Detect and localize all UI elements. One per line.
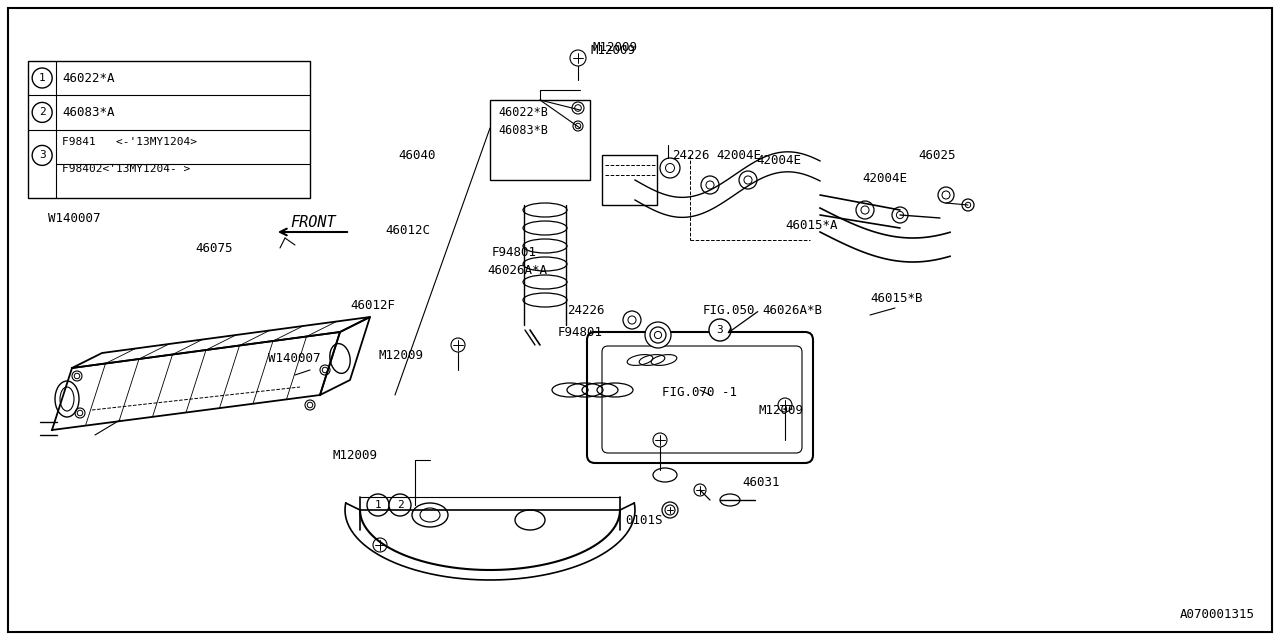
Text: 42004E: 42004E bbox=[756, 154, 801, 166]
Text: FRONT: FRONT bbox=[291, 214, 335, 230]
Circle shape bbox=[77, 410, 83, 416]
Text: 24226: 24226 bbox=[567, 303, 604, 317]
Text: 42004E: 42004E bbox=[861, 172, 908, 184]
Circle shape bbox=[654, 332, 662, 339]
Text: 46015*A: 46015*A bbox=[785, 218, 837, 232]
Circle shape bbox=[666, 505, 675, 515]
Text: 46031: 46031 bbox=[742, 476, 780, 488]
Circle shape bbox=[938, 187, 954, 203]
Text: FIG.070 -1: FIG.070 -1 bbox=[662, 385, 737, 399]
Circle shape bbox=[572, 102, 584, 114]
Circle shape bbox=[575, 105, 581, 111]
Circle shape bbox=[32, 102, 52, 122]
Text: F98402<'13MY1204- >: F98402<'13MY1204- > bbox=[63, 164, 191, 174]
Circle shape bbox=[372, 538, 387, 552]
Circle shape bbox=[856, 201, 874, 219]
Circle shape bbox=[694, 484, 707, 496]
Text: M12009: M12009 bbox=[593, 40, 637, 54]
Circle shape bbox=[623, 311, 641, 329]
Text: 3: 3 bbox=[717, 325, 723, 335]
Circle shape bbox=[653, 433, 667, 447]
Circle shape bbox=[942, 191, 950, 199]
Text: 46083*B: 46083*B bbox=[498, 124, 548, 136]
Text: 24226: 24226 bbox=[672, 148, 709, 161]
Circle shape bbox=[72, 371, 82, 381]
Text: 0101S: 0101S bbox=[625, 513, 663, 527]
Circle shape bbox=[367, 494, 389, 516]
Circle shape bbox=[660, 158, 680, 178]
Circle shape bbox=[709, 319, 731, 341]
Text: 1: 1 bbox=[38, 73, 46, 83]
Circle shape bbox=[963, 199, 974, 211]
Circle shape bbox=[32, 145, 52, 165]
Circle shape bbox=[307, 403, 312, 408]
Circle shape bbox=[861, 206, 869, 214]
Circle shape bbox=[32, 68, 52, 88]
Bar bbox=[28, 61, 310, 198]
Circle shape bbox=[707, 181, 714, 189]
Text: 46026A*B: 46026A*B bbox=[762, 303, 822, 317]
Text: F94801: F94801 bbox=[492, 246, 538, 259]
Circle shape bbox=[965, 202, 970, 208]
Text: FIG.050: FIG.050 bbox=[703, 303, 755, 317]
Text: 46015*B: 46015*B bbox=[870, 291, 923, 305]
Bar bbox=[490, 100, 590, 180]
Circle shape bbox=[739, 171, 756, 189]
Circle shape bbox=[305, 400, 315, 410]
Circle shape bbox=[323, 367, 328, 372]
Circle shape bbox=[573, 121, 582, 131]
Circle shape bbox=[701, 176, 719, 194]
Circle shape bbox=[744, 176, 753, 184]
Text: A070001315: A070001315 bbox=[1180, 609, 1254, 621]
Circle shape bbox=[451, 338, 465, 352]
Bar bbox=[602, 155, 657, 205]
Circle shape bbox=[652, 329, 664, 341]
Text: 2: 2 bbox=[38, 108, 46, 117]
Circle shape bbox=[76, 408, 84, 418]
Text: 46040: 46040 bbox=[398, 148, 435, 161]
Text: 46083*A: 46083*A bbox=[63, 106, 115, 119]
Text: M12009: M12009 bbox=[378, 349, 422, 362]
Circle shape bbox=[575, 124, 581, 129]
Text: 3: 3 bbox=[38, 150, 46, 161]
Text: W140007: W140007 bbox=[268, 351, 320, 365]
Text: 1: 1 bbox=[375, 500, 381, 510]
Text: F9841   <-'13MY1204>: F9841 <-'13MY1204> bbox=[63, 137, 197, 147]
Circle shape bbox=[628, 316, 636, 324]
Circle shape bbox=[662, 502, 678, 518]
Circle shape bbox=[320, 365, 330, 375]
Text: M12009: M12009 bbox=[332, 449, 378, 461]
Text: 46075: 46075 bbox=[195, 241, 233, 255]
Circle shape bbox=[778, 398, 792, 412]
Text: 2: 2 bbox=[397, 500, 403, 510]
Text: 46022*A: 46022*A bbox=[63, 72, 115, 84]
Circle shape bbox=[667, 506, 673, 514]
Circle shape bbox=[645, 322, 671, 348]
Text: F94801: F94801 bbox=[558, 326, 603, 339]
Text: 46012F: 46012F bbox=[349, 298, 396, 312]
Circle shape bbox=[650, 327, 666, 343]
Text: 42004E: 42004E bbox=[716, 148, 762, 161]
Circle shape bbox=[942, 191, 950, 198]
Text: M12009: M12009 bbox=[590, 44, 635, 56]
Circle shape bbox=[666, 163, 675, 173]
Text: M12009: M12009 bbox=[758, 403, 803, 417]
Text: 46026A*A: 46026A*A bbox=[486, 264, 547, 276]
Text: 46022*B: 46022*B bbox=[498, 106, 548, 118]
Circle shape bbox=[74, 373, 79, 379]
Text: 46025: 46025 bbox=[918, 148, 955, 161]
Text: W140007: W140007 bbox=[49, 211, 101, 225]
Circle shape bbox=[892, 207, 908, 223]
Circle shape bbox=[389, 494, 411, 516]
Circle shape bbox=[570, 50, 586, 66]
Circle shape bbox=[896, 211, 904, 219]
Text: 46012C: 46012C bbox=[385, 223, 430, 237]
